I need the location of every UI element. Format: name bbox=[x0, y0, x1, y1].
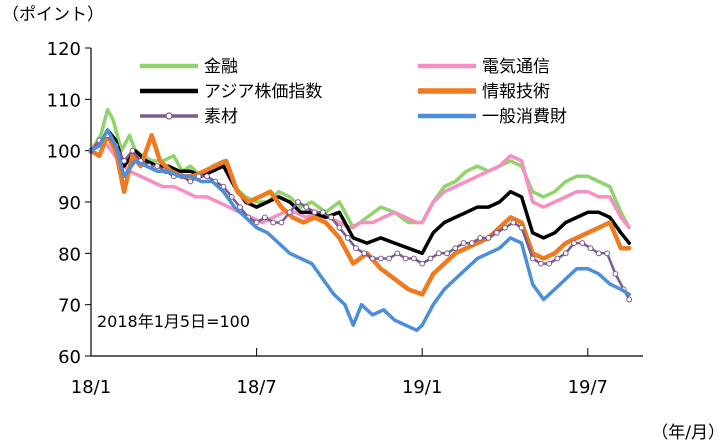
series-point bbox=[604, 250, 611, 257]
series-point bbox=[386, 255, 392, 262]
series-point bbox=[154, 163, 161, 169]
x-tick-label: 18/7 bbox=[236, 377, 276, 398]
series-point bbox=[571, 240, 577, 246]
series-point bbox=[554, 255, 561, 262]
series-line-2 bbox=[89, 138, 631, 230]
series-point bbox=[587, 245, 594, 252]
y-tick-label: 60 bbox=[58, 347, 81, 368]
series-point bbox=[303, 204, 310, 211]
series-point bbox=[510, 219, 517, 226]
series-point bbox=[121, 158, 128, 164]
series-point bbox=[369, 255, 376, 262]
y-axis-unit-label: （ポイント） bbox=[2, 5, 104, 25]
y-tick-label: 120 bbox=[47, 39, 81, 60]
series-point bbox=[435, 250, 442, 257]
axes bbox=[90, 48, 643, 357]
series-point bbox=[529, 255, 536, 262]
series-line-3 bbox=[89, 128, 631, 256]
y-tick-label: 80 bbox=[58, 244, 81, 265]
legend-label: 電気通信 bbox=[482, 57, 550, 77]
series-point bbox=[328, 214, 335, 221]
series-point bbox=[579, 240, 586, 246]
series-point bbox=[452, 245, 459, 252]
series-point bbox=[468, 240, 475, 246]
series-lines bbox=[88, 107, 633, 333]
series-point bbox=[562, 250, 569, 257]
series-point bbox=[460, 240, 467, 246]
series-point bbox=[295, 199, 301, 205]
series-point bbox=[319, 209, 326, 216]
y-tick-label: 70 bbox=[58, 296, 81, 317]
legend-label: 金融 bbox=[204, 57, 238, 77]
series-point bbox=[595, 250, 602, 257]
series-line-4 bbox=[88, 133, 632, 297]
series-point bbox=[204, 173, 210, 180]
series-point bbox=[336, 224, 343, 231]
legend-label: 情報技術 bbox=[482, 82, 550, 102]
series-point bbox=[477, 235, 484, 241]
y-axis-ticks: 60 70 80 90 100 110 120 bbox=[47, 39, 91, 368]
series-line-5 bbox=[89, 134, 631, 301]
series-point bbox=[419, 260, 426, 267]
series-point bbox=[344, 235, 351, 241]
series-point bbox=[518, 224, 525, 231]
series-point bbox=[402, 255, 409, 262]
series-line-6 bbox=[89, 128, 631, 333]
legend-label: 素材 bbox=[204, 107, 238, 127]
series-point bbox=[411, 255, 417, 262]
series-point bbox=[129, 147, 136, 154]
series-point bbox=[237, 204, 243, 211]
series-point bbox=[286, 209, 293, 216]
y-tick-label: 110 bbox=[47, 90, 81, 111]
series-point bbox=[485, 235, 492, 241]
series-point bbox=[353, 245, 359, 252]
series-point bbox=[187, 178, 194, 185]
x-axis-ticks: 18/1 18/7 19/1 19/7 bbox=[71, 348, 608, 398]
x-axis-unit-label: （年/月） bbox=[651, 423, 725, 443]
legend-label: アジア株価指数 bbox=[204, 82, 322, 102]
series-point bbox=[278, 219, 285, 226]
x-tick-label: 18/1 bbox=[71, 377, 111, 398]
y-tick-label: 90 bbox=[58, 193, 81, 214]
y-tick-label: 100 bbox=[47, 142, 81, 163]
series-point bbox=[311, 209, 318, 216]
series-point bbox=[546, 260, 553, 267]
series-line-1 bbox=[89, 107, 631, 230]
series-point bbox=[502, 224, 508, 231]
series-point bbox=[361, 250, 368, 257]
series-point bbox=[626, 296, 633, 303]
series-point bbox=[253, 219, 260, 226]
series-point bbox=[537, 260, 544, 267]
series-point bbox=[612, 270, 619, 277]
x-tick-label: 19/7 bbox=[568, 377, 608, 398]
legend-marker bbox=[165, 112, 173, 120]
series-point bbox=[444, 250, 450, 257]
series-point bbox=[377, 255, 384, 262]
series-point bbox=[427, 255, 434, 262]
series-point bbox=[270, 219, 277, 226]
series-point bbox=[228, 193, 235, 200]
series-point bbox=[220, 183, 227, 190]
series-point bbox=[493, 229, 500, 236]
legend-label: 一般消費財 bbox=[482, 107, 567, 127]
series-point bbox=[394, 250, 401, 257]
x-tick-label: 19/1 bbox=[402, 377, 442, 398]
series-point bbox=[261, 214, 268, 221]
base-date-note: 2018年1月5日=100 bbox=[97, 312, 250, 331]
